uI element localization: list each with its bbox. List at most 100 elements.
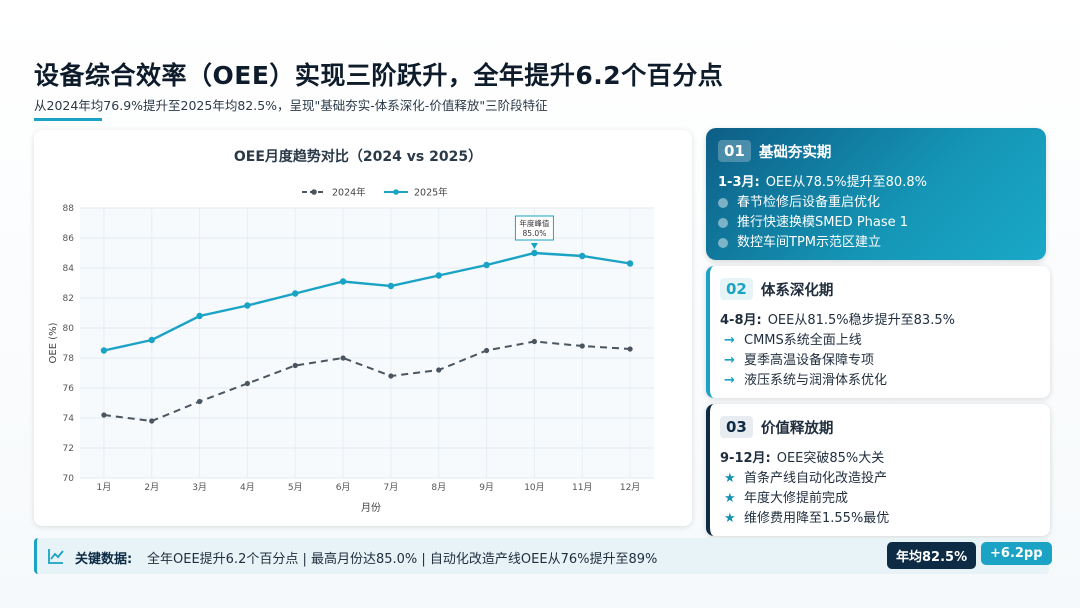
list-item: ★ 年度大修提前完成 <box>724 489 889 509</box>
data-point <box>626 260 634 267</box>
data-point <box>531 338 538 345</box>
phase-3-items: ★ 首条产线自动化改造投产 ★ 年度大修提前完成 ★ 维修费用降至1.55%最优 <box>724 469 889 529</box>
arrow-right-icon: → <box>724 353 735 368</box>
phase-card-2: 02 体系深化期 4-8月: OEE从81.5%稳步提升至83.5% → CMMS系… <box>706 266 1050 398</box>
data-point <box>483 261 490 269</box>
title-underline <box>34 118 102 121</box>
data-point <box>340 355 346 361</box>
data-point <box>388 373 394 379</box>
x-tick-label: 6月 <box>336 482 351 493</box>
data-point <box>531 249 538 257</box>
data-point <box>627 346 633 352</box>
list-item-text: CMMS系统全面上线 <box>744 333 862 348</box>
phase-3-summary: OEE突破85%大关 <box>776 451 885 466</box>
y-tick-label: 76 <box>63 384 75 394</box>
peak-marker-icon <box>530 243 538 249</box>
y-tick-label: 74 <box>63 414 75 424</box>
phase-2-title: 体系深化期 <box>760 282 834 299</box>
data-point <box>148 336 155 344</box>
list-item-text: 春节检修后设备重启优化 <box>737 195 881 210</box>
x-tick-label: 2月 <box>144 482 159 493</box>
x-tick-label: 12月 <box>620 482 640 493</box>
phase-1-number: 01 <box>718 140 751 162</box>
phase-1-period: 1-3月: <box>718 175 760 190</box>
x-tick-label: 4月 <box>240 482 255 493</box>
key-data-bar: 关键数据: 全年OEE提升6.2个百分点 | 最高月份达85.0% | 自动化改… <box>34 538 1052 574</box>
list-item: 推行快速换模SMED Phase 1 <box>718 213 908 233</box>
phase-2-header: 02 体系深化期 <box>720 278 833 300</box>
list-item: 春节检修后设备重启优化 <box>718 193 908 213</box>
star-icon: ★ <box>724 511 736 526</box>
phase-1-title: 基础夯实期 <box>758 144 832 161</box>
y-tick-label: 86 <box>63 234 75 244</box>
phase-2-summary-line: 4-8月: OEE从81.5%稳步提升至83.5% <box>720 309 955 328</box>
phase-1-summary: OEE从78.5%提升至80.8% <box>765 175 927 190</box>
arrow-right-icon: → <box>724 333 735 348</box>
x-tick-label: 10月 <box>524 482 544 493</box>
data-point <box>435 272 442 279</box>
peak-annotation-label: 年度峰值 <box>519 218 549 228</box>
list-item: ★ 首条产线自动化改造投产 <box>724 469 889 489</box>
list-item-text: 推行快速换模SMED Phase 1 <box>737 215 909 230</box>
x-tick-label: 7月 <box>384 482 399 493</box>
data-point <box>387 282 395 290</box>
key-data-text: 全年OEE提升6.2个百分点 | 最高月份达85.0% | 自动化改造产线OEE… <box>147 552 658 567</box>
page-title: 设备综合效率（OEE）实现三阶跃升，全年提升6.2个百分点 <box>34 61 724 90</box>
peak-annotation-value: 85.0% <box>523 229 547 238</box>
phase-2-number: 02 <box>720 278 753 300</box>
x-tick-label: 9月 <box>479 482 494 493</box>
data-point <box>101 412 107 418</box>
phase-2-period: 4-8月: <box>720 313 762 328</box>
data-point <box>244 380 251 387</box>
y-tick-label: 80 <box>63 324 75 334</box>
list-item-text: 维修费用降至1.55%最优 <box>744 511 890 526</box>
data-point <box>196 398 203 405</box>
data-point <box>292 290 299 297</box>
x-tick-label: 11月 <box>572 482 592 493</box>
key-data-label: 关键数据: <box>75 552 133 567</box>
list-item: → 液压系统与润滑体系优化 <box>724 371 887 391</box>
data-point <box>436 367 442 373</box>
legend-marker-2 <box>393 189 399 195</box>
y-tick-label: 78 <box>63 354 75 364</box>
chart-card: OEE月度趋势对比（2024 vs 2025） 2024年 2025年 70 72 7… <box>34 130 692 526</box>
data-point <box>100 347 108 354</box>
annual-average-badge: 年均82.5% <box>887 542 977 569</box>
phase-2-summary: OEE从81.5%稳步提升至83.5% <box>767 313 955 328</box>
bullet-dot-icon <box>718 198 728 208</box>
phase-1-items: 春节检修后设备重启优化 推行快速换模SMED Phase 1 数控车间TPM示范… <box>718 193 908 253</box>
data-point <box>579 252 586 260</box>
legend-label-2: 2025年 <box>414 187 448 199</box>
star-icon: ★ <box>724 471 736 486</box>
data-point <box>483 347 490 354</box>
chart-title: OEE月度趋势对比（2024 vs 2025） <box>234 148 482 165</box>
trend-chart-icon <box>48 549 64 564</box>
list-item: 数控车间TPM示范区建立 <box>718 233 908 253</box>
improvement-badge: +6.2pp <box>981 542 1052 565</box>
phase-3-period: 9-12月: <box>720 451 771 466</box>
data-point <box>339 278 347 285</box>
y-tick-label: 70 <box>63 474 75 484</box>
x-tick-label: 8月 <box>431 482 446 493</box>
phase-2-items: → CMMS系统全面上线 → 夏季高温设备保障专项 → 液压系统与润滑体系优化 <box>724 331 887 391</box>
series-line-1 <box>103 340 631 423</box>
data-point <box>149 418 155 424</box>
data-point <box>579 343 585 349</box>
peak-annotation-box <box>514 215 554 241</box>
star-icon: ★ <box>724 491 736 506</box>
list-item: → 夏季高温设备保障专项 <box>724 351 887 371</box>
phase-3-number: 03 <box>720 416 753 438</box>
bullet-dot-icon <box>718 238 728 248</box>
oee-line-chart: OEE月度趋势对比（2024 vs 2025） 2024年 2025年 70727… <box>48 148 654 514</box>
phase-1-header: 01 基础夯实期 <box>718 140 831 162</box>
list-item-text: 年度大修提前完成 <box>744 491 849 506</box>
y-tick-label: 88 <box>63 204 75 214</box>
x-tick-label: 3月 <box>192 482 207 493</box>
data-point <box>244 302 251 309</box>
y-axis-label: OEE (%) <box>48 322 59 363</box>
list-item: ★ 维修费用降至1.55%最优 <box>724 509 889 529</box>
legend-label-1: 2024年 <box>332 187 366 199</box>
x-tick-label: 5月 <box>288 482 303 493</box>
plot-background <box>80 208 654 478</box>
phase-3-header: 03 价值释放期 <box>720 416 833 438</box>
